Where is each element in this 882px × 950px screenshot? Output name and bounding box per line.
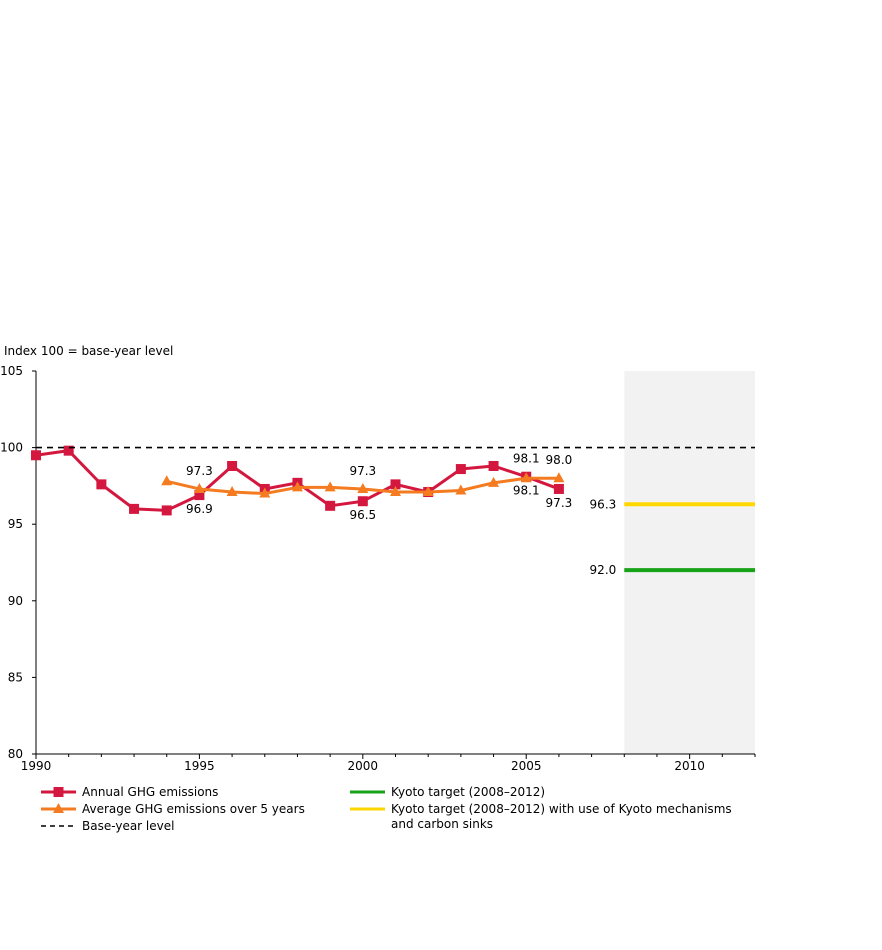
data-label: 96.5 [349, 508, 376, 522]
data-point-average [455, 484, 467, 495]
data-point-annual [96, 479, 107, 490]
x-tick-label: 2005 [511, 759, 542, 773]
data-point-annual [161, 505, 172, 516]
x-tick-label: 1990 [21, 759, 52, 773]
data-point-average [291, 481, 303, 492]
data-point-average [390, 486, 401, 497]
data-point-average [193, 482, 205, 493]
y-tick-label: 85 [8, 670, 23, 684]
data-label: 96.9 [186, 502, 213, 516]
legend-label-line2: and carbon sinks [391, 817, 493, 831]
data-point-average [422, 486, 434, 497]
x-tick-label: 2010 [674, 759, 705, 773]
legend-label: Average GHG emissions over 5 years [82, 802, 305, 816]
legend-marker [53, 787, 64, 797]
data-point-annual [194, 490, 205, 501]
legend-item: Average GHG emissions over 5 years [41, 802, 305, 816]
data-label: 98.1 [513, 452, 540, 466]
data-label: 97.3 [349, 464, 376, 478]
data-point-average [226, 486, 238, 497]
data-point-average [488, 476, 500, 487]
data-point-average [520, 472, 532, 483]
data-point-average [553, 472, 565, 483]
y-tick-label: 105 [0, 364, 23, 378]
data-point-annual [455, 464, 466, 475]
y-tick-label: 100 [0, 441, 23, 455]
data-point-average [324, 481, 336, 492]
data-label: 98.1 [513, 484, 540, 498]
legend-label: Kyoto target (2008–2012) with use of Kyo… [391, 802, 732, 816]
x-tick-label: 1995 [184, 759, 215, 773]
legend-label: Kyoto target (2008–2012) [391, 785, 545, 799]
data-label: 97.3 [546, 496, 573, 510]
data-label: 97.3 [186, 464, 213, 478]
legend-label: Base-year level [82, 819, 174, 833]
data-point-annual [357, 496, 368, 507]
commitment-period-band [624, 371, 755, 754]
target-lines [624, 502, 755, 573]
data-point-annual [129, 503, 140, 514]
data-point-annual [553, 483, 564, 494]
y-tick-label: 80 [8, 747, 23, 761]
y-tick-label: 95 [8, 517, 23, 531]
data-label: 98.0 [546, 453, 573, 467]
data-point-annual [227, 460, 238, 471]
data-point-annual [488, 460, 499, 471]
legend-item: Kyoto target (2008–2012) [350, 785, 545, 799]
y-axis-title: Index 100 = base-year level [4, 344, 173, 358]
legend-item: Annual GHG emissions [41, 785, 218, 799]
legend-marker [53, 803, 64, 813]
data-label: 96.3 [590, 497, 617, 511]
data-label: 92.0 [590, 563, 617, 577]
annotations: 97.3 96.9 97.3 96.5 98.1 98.1 98.0 97.3 96.3 92.0 [186, 452, 616, 577]
y-tick-label: 90 [8, 594, 23, 608]
axes: 80 85 90 95 100 105 1990 1995 2000 2005 2010 [0, 364, 756, 773]
data-point-average [259, 487, 271, 498]
data-point-average [161, 475, 173, 486]
legend: Annual GHG emissions Average GHG emission… [41, 785, 732, 833]
legend-label: Annual GHG emissions [82, 785, 218, 799]
legend-item: Kyoto target (2008–2012) with use of Kyo… [350, 802, 732, 831]
data-point-annual [390, 479, 401, 490]
legend-item: Base-year level [41, 819, 174, 833]
data-point-annual [63, 445, 74, 456]
x-tick-label: 2000 [348, 759, 379, 773]
data-point-annual [31, 450, 41, 461]
data-point-annual [325, 500, 336, 511]
series-layer [31, 445, 755, 516]
data-point-average [357, 482, 369, 493]
